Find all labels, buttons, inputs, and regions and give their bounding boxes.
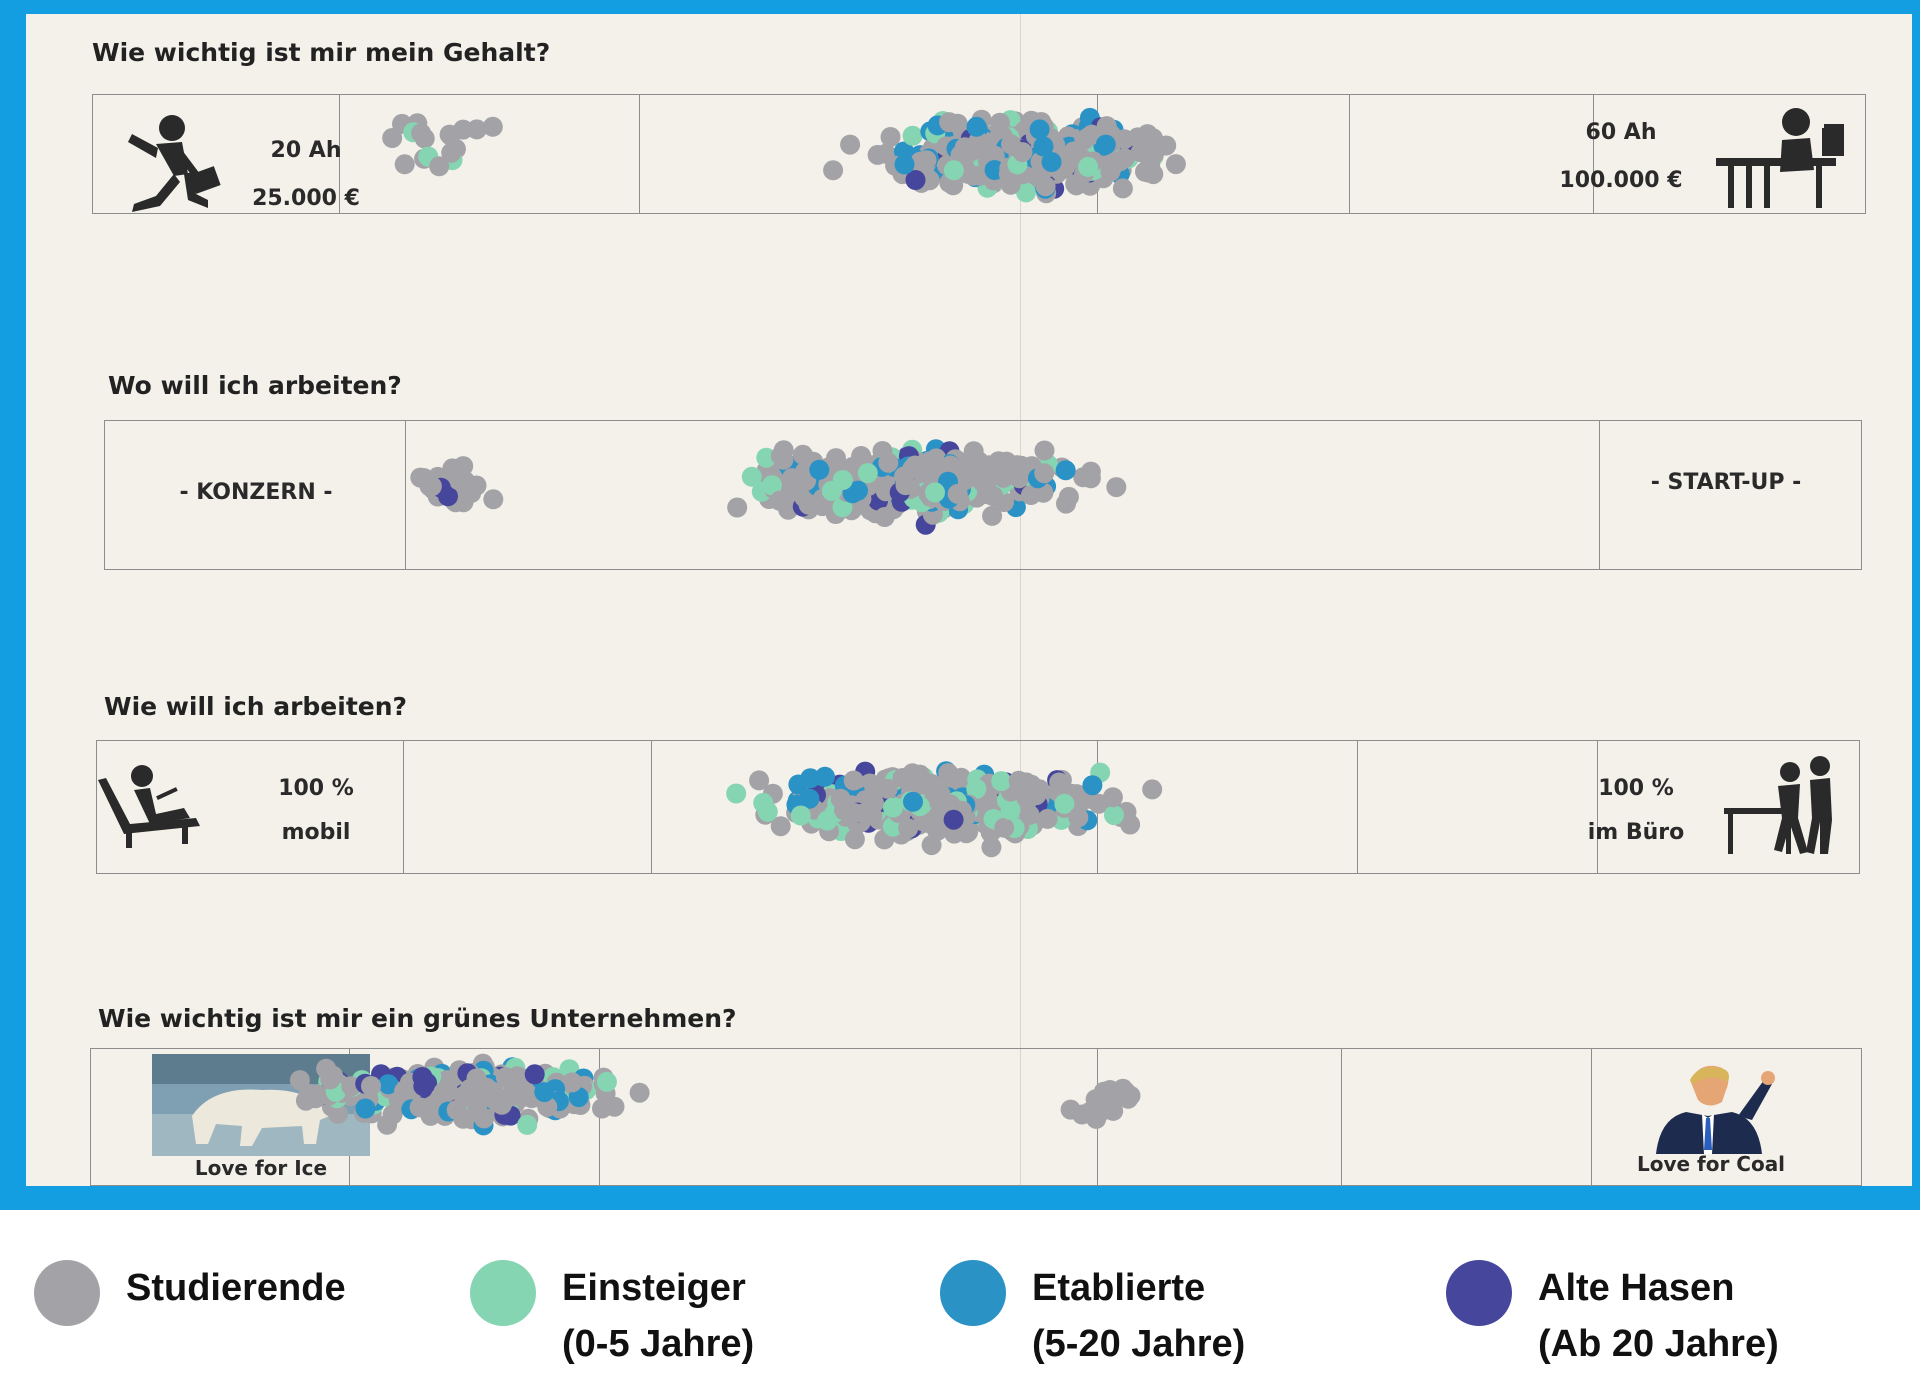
- scale-divider: [1349, 95, 1350, 213]
- workplace-scale-box: [104, 420, 1862, 570]
- legend-swatch: [940, 1260, 1006, 1326]
- person-in-lounge-chair-icon: [96, 762, 216, 856]
- salary-right-amount: 100.000 €: [1559, 168, 1683, 193]
- scale-divider: [1341, 1049, 1342, 1185]
- legend-label: Studierende: [126, 1267, 346, 1309]
- office-colleagues-icon: [1720, 752, 1840, 866]
- salary-left-amount: 25.000 €: [252, 186, 360, 211]
- legend-label: Alte Hasen (Ab 20 Jahre): [1538, 1267, 1779, 1365]
- man-in-suit-pointing-icon: [1646, 1054, 1786, 1158]
- workplace-left-label: - KONZERN -: [179, 480, 333, 505]
- green-right-label: Love for Coal: [1636, 1152, 1786, 1176]
- scale-divider: [1593, 95, 1594, 213]
- blue-frame: Wie wichtig ist mir mein Gehalt? 20 Ah 2…: [0, 0, 1920, 1210]
- scale-divider: [403, 741, 404, 873]
- scale-divider: [599, 1049, 600, 1185]
- scale-divider: [1591, 1049, 1592, 1185]
- legend-swatch: [470, 1260, 536, 1326]
- scale-divider: [651, 741, 652, 873]
- legend-swatch: [1446, 1260, 1512, 1326]
- legend-label: Einsteiger (0-5 Jahre): [562, 1267, 755, 1365]
- scale-divider: [639, 95, 640, 213]
- legend-label: Etablierte (5-20 Jahre): [1032, 1267, 1246, 1365]
- polar-bear-photo: [152, 1054, 370, 1160]
- salary-right-hours: 60 Ah: [1585, 120, 1657, 145]
- legend-swatch: [34, 1260, 100, 1326]
- scale-divider: [1599, 421, 1600, 569]
- scale-divider: [1097, 741, 1098, 873]
- question-workstyle-title: Wie will ich arbeiten?: [104, 692, 408, 721]
- workstyle-left-text: mobil: [281, 820, 351, 845]
- scale-divider: [405, 421, 406, 569]
- workstyle-scale-box: [96, 740, 1860, 874]
- scale-divider: [1597, 741, 1598, 873]
- person-at-desk-icon: [1706, 94, 1856, 218]
- workstyle-left-percent: 100 %: [278, 776, 354, 801]
- question-workplace-title: Wo will ich arbeiten?: [108, 371, 402, 400]
- question-salary-title: Wie wichtig ist mir mein Gehalt?: [92, 38, 551, 67]
- workplace-right-label: - START-UP -: [1650, 470, 1802, 495]
- poster-fold-line: [1020, 14, 1021, 1186]
- green-left-label: Love for Ice: [194, 1156, 328, 1180]
- workstyle-right-percent: 100 %: [1598, 776, 1674, 801]
- scale-divider: [1357, 741, 1358, 873]
- survey-poster: Wie wichtig ist mir mein Gehalt? 20 Ah 2…: [26, 14, 1912, 1186]
- salary-left-hours: 20 Ah: [270, 138, 342, 163]
- legend: Studierende Einsteiger (0-5 Jahre) Etabli…: [0, 1210, 1920, 1400]
- scale-divider: [1097, 1049, 1098, 1185]
- scale-divider: [1097, 95, 1098, 213]
- question-green-company-title: Wie wichtig ist mir ein grünes Unternehm…: [98, 1004, 737, 1033]
- workstyle-right-text: im Büro: [1587, 820, 1685, 845]
- scale-divider: [339, 95, 340, 213]
- running-businessman-icon: [116, 112, 226, 221]
